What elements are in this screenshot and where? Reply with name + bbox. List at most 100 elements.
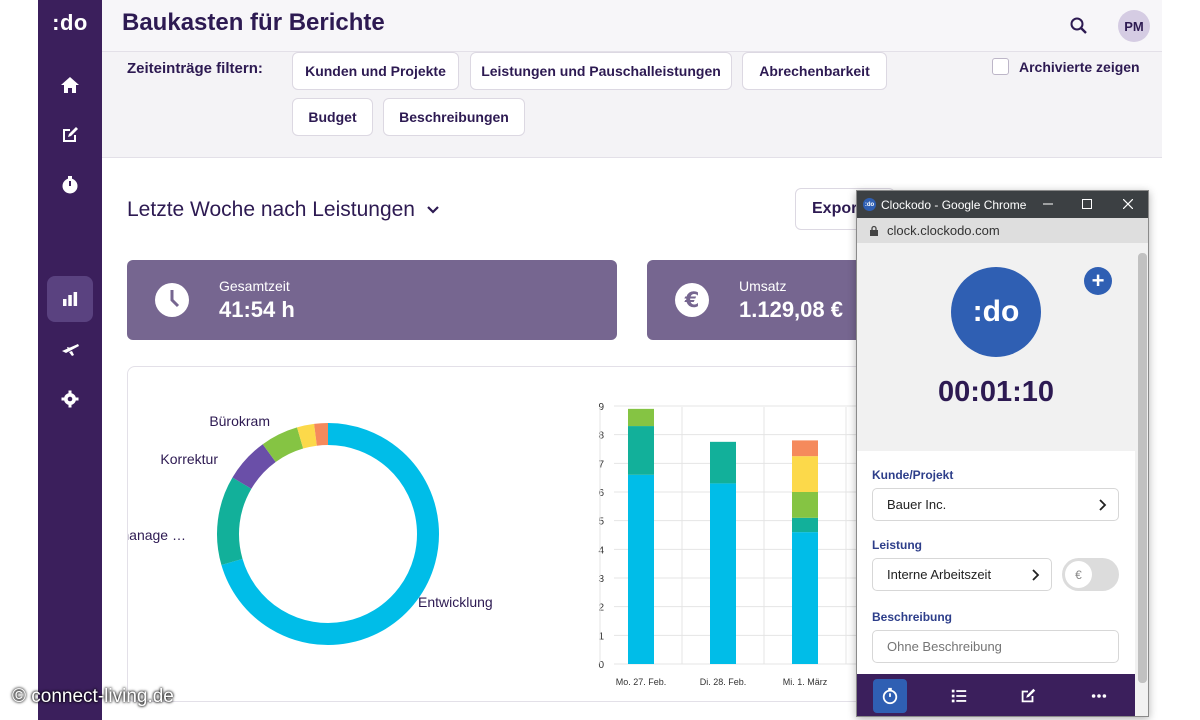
edit-icon [63,127,78,142]
description-label: Beschreibung [872,610,953,624]
maximize-button[interactable] [1075,193,1099,215]
y-tick-label: 5 [598,517,604,528]
customer-label: Kunde/Projekt [872,468,954,482]
billable-toggle[interactable]: € [1062,558,1119,591]
filter-descriptions-button[interactable]: Beschreibungen [383,98,525,136]
bar-segment[interactable] [710,483,736,664]
customer-select[interactable]: Bauer Inc. [872,488,1119,521]
archive-toggle[interactable]: Archivierte zeigen [992,58,1140,75]
donut-slice[interactable] [297,423,318,449]
y-tick-label: 4 [598,545,604,556]
y-tick-label: 0 [598,660,604,671]
stopwatch-icon [62,176,78,194]
bar-segment[interactable] [628,426,654,475]
total-time-value: 41:54 h [219,297,295,322]
airplane-icon [62,344,79,356]
service-select[interactable]: Interne Arbeitszeit [872,558,1052,591]
sidebar-item-timer[interactable] [47,162,93,208]
description-input[interactable] [872,630,1119,663]
x-tick-label: Di. 28. Feb. [700,677,747,687]
gear-icon [61,390,79,408]
sidebar: :do [38,0,102,720]
donut-label: Entwicklung [418,594,493,610]
bar-segment[interactable] [792,532,818,664]
filter-budget-button[interactable]: Budget [292,98,373,136]
revenue-value: 1.129,08 € [739,297,843,322]
donut-label: jektmanage … [128,527,186,543]
bar-segment[interactable] [628,408,654,427]
sidebar-item-home[interactable] [47,62,93,108]
add-entry-button[interactable]: + [1084,267,1112,295]
favicon: :do [863,198,876,211]
total-time-label: Gesamtzeit [219,278,290,294]
stopwatch-icon [882,687,898,705]
bar-segment[interactable] [792,517,818,533]
bar-segment[interactable] [710,441,736,484]
edit-icon [1021,688,1036,703]
clockodo-popup-window: :do Clockodo - Google Chrome clock.clock… [856,190,1149,717]
y-tick-label: 2 [598,603,604,614]
donut-slice[interactable] [262,427,304,463]
popup-nav-edit[interactable] [1011,679,1045,713]
popup-nav-list[interactable] [942,679,976,713]
svg-text:€: € [684,288,700,312]
popup-nav [857,674,1135,716]
revenue-card: € Umsatz 1.129,08 € [647,260,867,340]
report-title: Letzte Woche nach Leistungen [127,198,415,221]
donut-slice[interactable] [314,423,329,446]
search-icon[interactable] [1068,15,1090,37]
y-tick-label: 9 [598,402,604,413]
bar-segment[interactable] [792,456,818,492]
donut-label: Bürokram [209,413,270,429]
more-icon [1091,694,1107,698]
chevron-down-icon [427,206,439,214]
sidebar-item-edit[interactable] [47,112,93,158]
chevron-right-icon [1032,569,1040,581]
sidebar-item-absences[interactable] [47,326,93,372]
chevron-right-icon [1099,499,1107,511]
revenue-label: Umsatz [739,278,787,294]
popup-nav-more[interactable] [1082,679,1116,713]
bar-segment[interactable] [628,474,654,664]
lock-icon [870,225,878,236]
app-logo[interactable]: :do [52,10,88,35]
archive-label: Archivierte zeigen [1019,58,1140,75]
popup-logo: :do [951,267,1041,357]
donut-slice[interactable] [232,444,277,490]
sidebar-item-reports[interactable] [47,276,93,322]
plus-icon: + [1091,268,1105,293]
y-tick-label: 1 [598,631,604,642]
window-title: Clockodo - Google Chrome [881,198,1027,212]
bar-segment[interactable] [792,440,818,457]
filter-services-button[interactable]: Leistungen und Pauschalleistungen [470,52,732,90]
address-bar[interactable]: clock.clockodo.com [857,218,1148,243]
donut-label: Korrektur [160,451,218,467]
x-tick-label: Mo. 27. Feb. [616,677,667,687]
euro-toggle-icon: € [1065,561,1092,588]
euro-icon: € [675,283,709,317]
scrollbar-thumb[interactable] [1138,253,1147,683]
browser-title-bar: :do Clockodo - Google Chrome [857,191,1148,218]
bar-segment[interactable] [792,492,818,518]
customer-value: Bauer Inc. [887,497,947,512]
filter-billability-button[interactable]: Abrechenbarkeit [742,52,887,90]
filter-customers-projects-button[interactable]: Kunden und Projekte [292,52,459,90]
scrollbar[interactable] [1135,243,1148,716]
filter-bar: Zeiteinträge filtern: Kunden und Projekt… [102,52,1162,158]
close-icon [1123,199,1133,209]
y-tick-label: 7 [598,459,604,470]
popup-nav-timer[interactable] [873,679,907,713]
sidebar-item-settings[interactable] [47,376,93,422]
x-tick-label: Mi. 1. März [783,677,828,687]
donut-slice[interactable] [217,477,252,565]
donut-slice[interactable] [221,423,439,645]
minimize-button[interactable] [1036,193,1060,215]
url-text: clock.clockodo.com [887,223,1000,238]
maximize-icon [1082,199,1092,209]
clock-icon [155,283,189,317]
avatar[interactable]: PM [1118,10,1150,42]
donut-chart: Entwicklung jektmanage … Korrektur Bürokram [128,413,493,645]
report-selector[interactable]: Letzte Woche nach Leistungen [127,198,441,222]
close-button[interactable] [1116,193,1140,215]
archive-checkbox[interactable] [992,58,1009,75]
